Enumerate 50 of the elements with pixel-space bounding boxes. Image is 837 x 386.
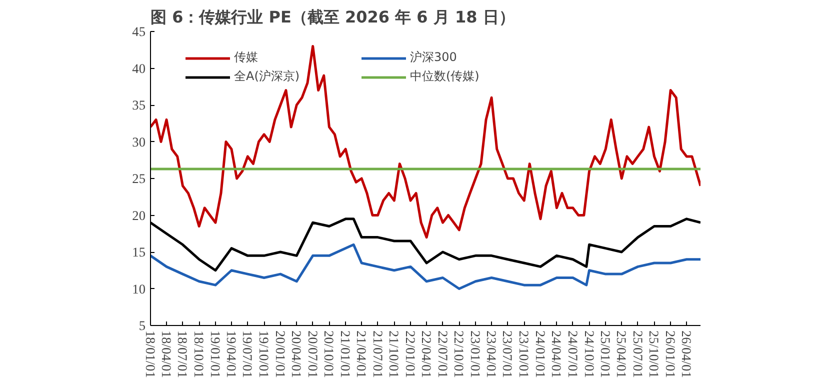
x-tick-label: 22/07/01 xyxy=(435,330,450,378)
x-tick-label: 22/01/01 xyxy=(403,330,418,378)
x-tick-label: 26/01/01 xyxy=(663,330,678,378)
x-tick-label: 25/07/01 xyxy=(630,330,646,378)
x-tick-label: 21/01/01 xyxy=(338,330,354,378)
x-tick-label: 21/07/01 xyxy=(370,330,386,378)
x-tick-label: 25/01/01 xyxy=(598,330,614,378)
x-tick-label: 19/04/01 xyxy=(224,330,239,378)
x-tick-label: 24/04/01 xyxy=(549,330,564,378)
y-tick-label: 15 xyxy=(132,244,146,260)
legend-label: 全A(沪深京) xyxy=(234,68,301,85)
x-tick-label: 19/10/01 xyxy=(256,330,272,378)
x-tick-label: 23/04/01 xyxy=(484,330,500,378)
x-tick-label: 21/10/01 xyxy=(386,330,402,378)
y-tick-label: 5 xyxy=(138,318,146,333)
x-tick-label: 18/01/01 xyxy=(143,330,158,378)
line-series xyxy=(150,44,700,239)
chart-title: 图 6：传媒行业 PE（截至 2026 年 6 月 18 日） xyxy=(150,8,515,26)
line-series xyxy=(150,243,700,290)
x-tick-label: 18/10/01 xyxy=(192,330,207,378)
x-tick-label: 18/07/01 xyxy=(175,330,190,378)
y-tick-label: 40 xyxy=(132,60,146,76)
x-tick-label: 20/04/01 xyxy=(289,330,304,378)
y-tick-label: 45 xyxy=(132,24,146,39)
y-tick-label: 20 xyxy=(132,208,146,223)
x-tick-label: 24/07/01 xyxy=(565,330,580,378)
x-tick-label: 20/01/01 xyxy=(272,330,288,378)
y-tick-label: 10 xyxy=(132,281,146,296)
x-tick-label: 23/10/01 xyxy=(516,330,532,378)
x-tick-label: 26/04/01 xyxy=(679,330,694,378)
x-tick-label: 20/07/01 xyxy=(305,330,320,378)
legend-label: 沪深300 xyxy=(410,49,458,66)
x-tick-label: 19/01/01 xyxy=(208,330,223,378)
y-tick-label: 35 xyxy=(132,98,146,112)
y-tick-label: 25 xyxy=(132,171,146,186)
legend-label: 传媒 xyxy=(234,49,259,66)
x-tick-label: 25/10/01 xyxy=(646,330,662,378)
x-tick-label: 22/04/01 xyxy=(419,330,434,378)
y-tick-label: 30 xyxy=(132,134,146,150)
x-tick-label: 20/10/01 xyxy=(322,330,337,378)
x-tick-label: 24/01/01 xyxy=(532,330,548,378)
x-tick-label: 18/04/01 xyxy=(159,330,174,378)
legend-label: 中位数(传媒) xyxy=(410,68,480,85)
x-tick-label: 23/01/01 xyxy=(468,330,484,378)
x-tick-label: 21/04/01 xyxy=(354,330,370,378)
x-tick-label: 24/10/01 xyxy=(582,330,597,378)
x-tick-label: 19/07/01 xyxy=(240,330,256,378)
x-tick-label: 25/04/01 xyxy=(614,330,630,378)
x-tick-label: 22/10/01 xyxy=(452,330,467,378)
x-tick-label: 23/07/01 xyxy=(500,330,516,378)
